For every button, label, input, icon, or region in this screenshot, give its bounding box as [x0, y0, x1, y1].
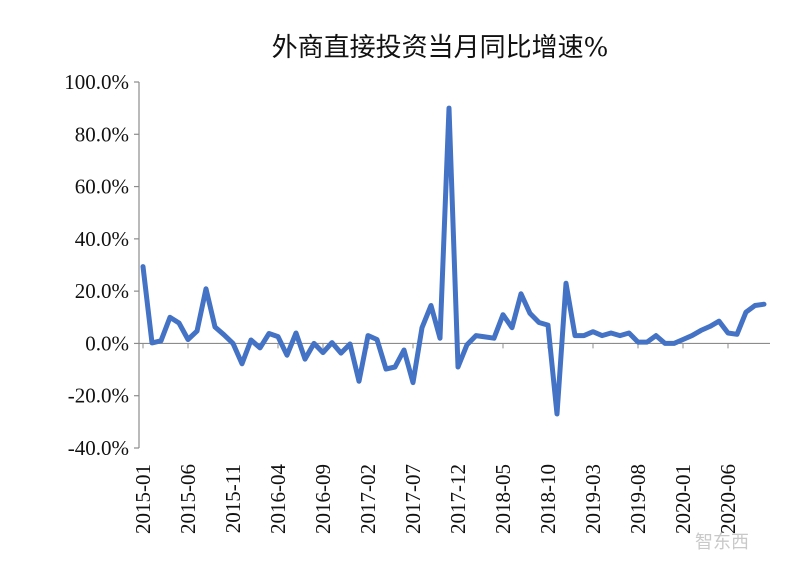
x-tick-label: 2017-12 [446, 464, 470, 534]
data-point [411, 380, 416, 385]
data-point [501, 312, 506, 317]
data-point [699, 328, 704, 333]
data-point [141, 264, 146, 269]
data-point [735, 332, 740, 337]
data-point [159, 338, 164, 343]
data-point [753, 303, 758, 308]
data-point [285, 353, 290, 358]
y-tick-label: 0.0% [85, 331, 129, 355]
series-group [140, 105, 767, 417]
data-point [393, 364, 398, 369]
y-tick-label: 60.0% [75, 175, 129, 199]
data-point [375, 337, 380, 342]
data-point [555, 412, 560, 417]
data-point [573, 333, 578, 338]
data-point [627, 330, 632, 335]
data-point [402, 347, 407, 352]
data-point [591, 329, 596, 334]
data-point [339, 351, 344, 356]
watermark: 智东西 [695, 532, 749, 553]
data-point [510, 325, 515, 330]
x-tick-label: 2018-05 [491, 464, 515, 534]
data-point [618, 333, 623, 338]
data-point [654, 333, 659, 338]
x-tick-label: 2015-01 [131, 464, 155, 534]
x-tick-label: 2020-06 [716, 464, 740, 534]
data-point [276, 334, 281, 339]
data-point [663, 341, 668, 346]
data-point [582, 333, 587, 338]
data-point [168, 315, 173, 320]
x-tick-label: 2015-11 [221, 464, 245, 533]
data-point [528, 311, 533, 316]
x-tick-label: 2016-09 [311, 464, 335, 534]
data-point [384, 367, 389, 372]
x-tick-label: 2016-04 [266, 464, 290, 534]
data-point [456, 364, 461, 369]
data-point [267, 331, 272, 336]
data-point [537, 320, 542, 325]
data-point [348, 341, 353, 346]
data-point [312, 341, 317, 346]
x-tick-label: 2017-02 [356, 464, 380, 534]
y-tick-label: 80.0% [75, 122, 129, 146]
data-point [231, 341, 236, 346]
series-line [140, 105, 767, 417]
data-point [492, 336, 497, 341]
x-tick-label: 2015-06 [176, 464, 200, 534]
y-tick-label: 40.0% [75, 227, 129, 251]
data-point [519, 291, 524, 296]
data-point [609, 330, 614, 335]
data-point [690, 333, 695, 338]
data-point [357, 379, 362, 384]
data-point [744, 310, 749, 315]
data-point [762, 302, 767, 307]
data-point [465, 342, 470, 347]
data-point [474, 333, 479, 338]
data-point [546, 323, 551, 328]
data-point [258, 345, 263, 350]
chart-title: 外商直接投资当月同比增速% [272, 33, 609, 63]
y-tick-label: -20.0% [68, 384, 129, 408]
data-point [429, 303, 434, 308]
y-tick-label: 20.0% [75, 279, 129, 303]
data-point [681, 337, 686, 342]
data-point [321, 350, 326, 355]
data-point [438, 336, 443, 341]
x-tick-label: 2020-01 [671, 464, 695, 534]
data-point [204, 286, 209, 291]
x-tick-label: 2019-08 [626, 464, 650, 534]
y-axis: 100.0% 80.0% 60.0% 40.0% 20.0% 0.0% -20.0% -40.… [64, 70, 140, 460]
x-tick-label: 2019-03 [581, 464, 605, 534]
data-point [303, 357, 308, 362]
data-point [177, 321, 182, 326]
x-tick-label: 2017-07 [401, 464, 425, 534]
x-tick-label: 2018-10 [536, 464, 560, 534]
data-point [195, 329, 200, 334]
data-point [420, 325, 425, 330]
data-point [726, 330, 731, 335]
data-point [294, 330, 299, 335]
data-point [447, 106, 452, 111]
y-tick-label: -40.0% [68, 436, 129, 460]
data-point [483, 334, 488, 339]
data-point [222, 332, 227, 337]
x-axis: 2015-01 2015-06 2015-11 2016-04 2016-09 2017-… [131, 342, 770, 534]
data-point [249, 338, 254, 343]
data-point [672, 341, 677, 346]
data-point [366, 333, 371, 338]
data-point [717, 319, 722, 324]
data-point [240, 361, 245, 366]
data-point [186, 337, 191, 342]
data-point [564, 281, 569, 286]
data-point [645, 340, 650, 345]
data-point [600, 333, 605, 338]
data-point [708, 324, 713, 329]
y-tick-label: 100.0% [64, 70, 129, 94]
data-point [150, 340, 155, 345]
data-point [330, 340, 335, 345]
data-point [213, 324, 218, 329]
data-point [636, 340, 641, 345]
